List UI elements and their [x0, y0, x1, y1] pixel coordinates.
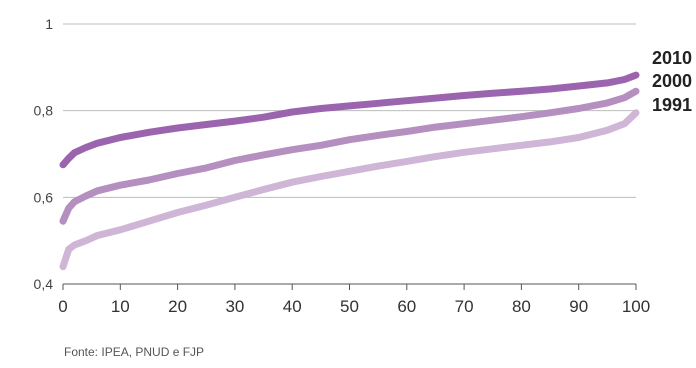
legend-label-2010: 2010: [652, 48, 692, 68]
x-tick-label: 20: [168, 297, 187, 316]
x-tick-label: 40: [283, 297, 302, 316]
y-tick-label: 0,4: [34, 276, 54, 292]
x-tick-label: 50: [340, 297, 359, 316]
x-tick-label: 30: [225, 297, 244, 316]
legend-label-1991: 1991: [652, 95, 692, 115]
axes: [62, 283, 637, 290]
legend: 2010 2000 1991: [652, 48, 692, 115]
x-tick-label: 10: [111, 297, 130, 316]
series-line-2010: [59, 71, 640, 169]
y-tick-label: 1: [45, 16, 53, 32]
series-line-1991: [59, 109, 640, 271]
y-tick-labels: 0,4 0,6 0,8 1: [34, 16, 54, 292]
legend-label-2000: 2000: [652, 71, 692, 91]
series-line-2000: [59, 87, 640, 225]
y-tick-label: 0,8: [34, 103, 54, 119]
x-tick-label: 0: [58, 297, 67, 316]
series-lines: [59, 71, 640, 271]
x-tick-labels: 0 10 20 30 40 50 60 70 80 90 100: [58, 297, 650, 316]
source-note: Fonte: IPEA, PNUD e FJP: [64, 345, 205, 359]
x-tick-label: 100: [622, 297, 650, 316]
x-tick-label: 90: [569, 297, 588, 316]
x-tick-label: 70: [455, 297, 474, 316]
x-tick-label: 60: [397, 297, 416, 316]
y-tick-label: 0,6: [34, 189, 54, 205]
x-tick-label: 80: [512, 297, 531, 316]
